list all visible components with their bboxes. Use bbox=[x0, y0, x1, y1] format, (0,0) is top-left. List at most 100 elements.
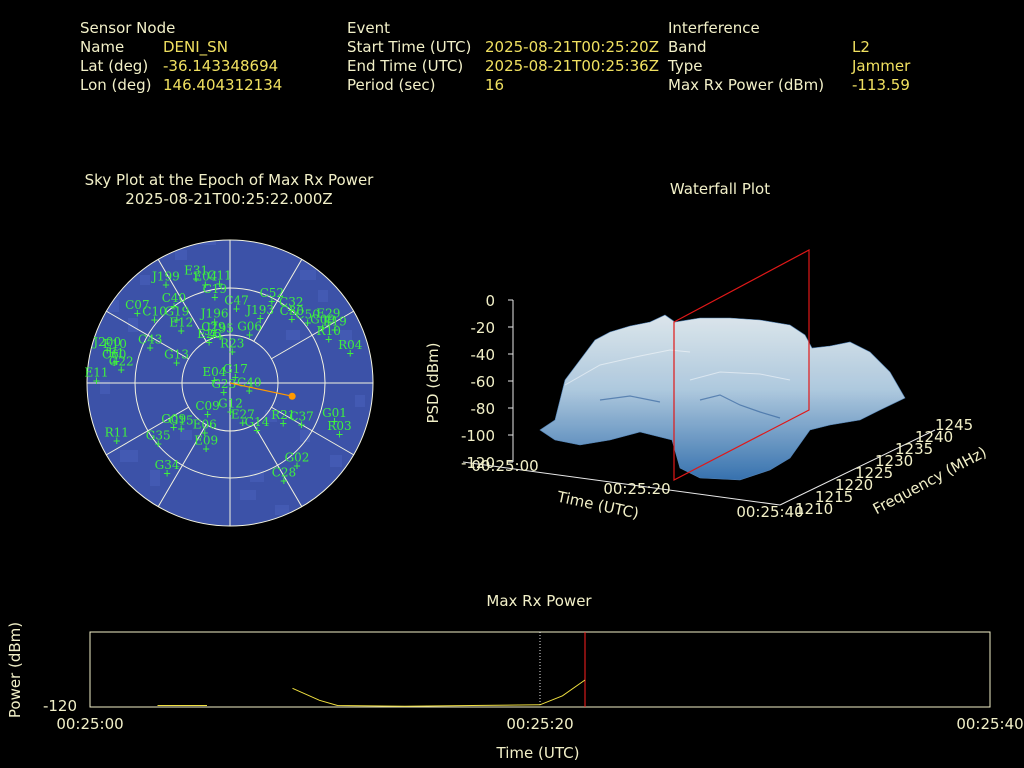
sensor-title: Sensor Node bbox=[80, 19, 176, 37]
satellite-j193: +J193 bbox=[244, 303, 274, 325]
satellite-marker: + bbox=[304, 315, 311, 329]
satellite-c50: +C50 bbox=[295, 307, 319, 329]
satellite-marker: + bbox=[280, 416, 287, 430]
satellite-label: G14 bbox=[245, 415, 270, 429]
waterfall-z-tick: -60 bbox=[471, 373, 496, 391]
satellite-label: G34 bbox=[155, 458, 180, 472]
satellite-c47: +C47 bbox=[224, 294, 248, 316]
waterfall-time-tick: 00:25:00 bbox=[471, 457, 538, 475]
satellite-c07: +C07 bbox=[125, 298, 149, 320]
interference-type-value: Jammer bbox=[852, 57, 911, 75]
satellite-c30: +C30 bbox=[280, 304, 304, 326]
power-trace-segment bbox=[292, 679, 586, 707]
satellite-label: G19 bbox=[164, 305, 189, 319]
satellite-marker: + bbox=[178, 422, 185, 436]
satellite-c40: +C40 bbox=[162, 291, 186, 313]
satellite-marker: + bbox=[229, 344, 236, 358]
satellite-marker: + bbox=[205, 335, 212, 349]
satellite-marker: + bbox=[298, 417, 305, 431]
satellite-g09: +G09 bbox=[161, 412, 186, 434]
satellite-marker: + bbox=[293, 459, 300, 473]
satellite-marker: + bbox=[113, 354, 120, 368]
satellite-c60: +C60 bbox=[102, 348, 126, 370]
waterfall-z-tick: 0 bbox=[485, 292, 495, 310]
satellite-c32: +C32 bbox=[279, 295, 303, 317]
satellite-label: R23 bbox=[220, 336, 244, 350]
sky-plot-epoch: 2025-08-21T00:25:22.000Z bbox=[125, 190, 333, 208]
waterfall-z-label: PSD (dBm) bbox=[424, 342, 442, 423]
satellite-marker: + bbox=[233, 302, 240, 316]
satellite-marker: + bbox=[113, 434, 120, 448]
satellite-e31: +E31 bbox=[184, 264, 208, 286]
satellite-label: G13 bbox=[164, 348, 189, 362]
satellite-marker: + bbox=[280, 473, 287, 487]
event-title: Event bbox=[347, 19, 390, 37]
waterfall-freq-tick: 1225 bbox=[855, 464, 893, 482]
satellite-marker: + bbox=[268, 294, 275, 308]
satellite-e04: +E04 bbox=[193, 269, 217, 291]
satellite-marker: + bbox=[210, 328, 217, 342]
jammer-marker bbox=[288, 392, 296, 400]
satellite-marker: + bbox=[239, 415, 246, 429]
satellite-r21: +R21 bbox=[271, 408, 295, 430]
waterfall-freq-tick: 1240 bbox=[915, 428, 953, 446]
interference-type-label: Type bbox=[668, 57, 703, 75]
satellite-marker: + bbox=[216, 329, 223, 343]
event-end-value: 2025-08-21T00:25:36Z bbox=[485, 57, 659, 75]
satellite-label: E12 bbox=[169, 316, 193, 330]
satellite-c43: +C43 bbox=[138, 332, 162, 354]
satellite-marker: + bbox=[211, 290, 218, 304]
waterfall-freq-tick: 1245 bbox=[935, 416, 973, 434]
power-x-tick: 00:25:00 bbox=[56, 715, 123, 733]
satellite-marker: + bbox=[331, 323, 338, 337]
satellite-label: C60 bbox=[102, 348, 126, 362]
sensor-lat-label: Lat (deg) bbox=[80, 57, 149, 75]
power-y-tick: -120 bbox=[43, 697, 77, 715]
satellite-marker: + bbox=[155, 436, 162, 450]
satellite-label: R03 bbox=[327, 419, 351, 433]
satellite-label: C47 bbox=[224, 294, 248, 308]
satellite-e09: +E09 bbox=[194, 434, 218, 456]
satellite-marker: + bbox=[204, 407, 211, 421]
satellite-marker: + bbox=[246, 327, 253, 341]
satellite-label: E10 bbox=[103, 337, 127, 351]
satellite-label: C28 bbox=[272, 465, 296, 479]
satellite-marker: + bbox=[162, 277, 169, 291]
event-start-label: Start Time (UTC) bbox=[347, 38, 472, 56]
waterfall-freq-tick: 1215 bbox=[815, 488, 853, 506]
satellite-e1: +E1 bbox=[108, 346, 124, 368]
satellite-g35: +G35 bbox=[146, 428, 171, 450]
satellite-g22: +G22 bbox=[109, 355, 134, 377]
satellite-label: J193 bbox=[244, 303, 274, 317]
satellite-marker: + bbox=[211, 373, 218, 387]
satellite-label: J199 bbox=[150, 269, 180, 283]
waterfall-z-tick: -100 bbox=[461, 427, 495, 445]
satellite-g12: +G12 bbox=[218, 397, 243, 419]
interference-power-label: Max Rx Power (dBm) bbox=[668, 76, 825, 94]
satellite-marker: + bbox=[216, 276, 223, 290]
satellite-label: E31 bbox=[184, 264, 208, 278]
event-start-value: 2025-08-21T00:25:20Z bbox=[485, 38, 659, 56]
satellite-label: G01 bbox=[322, 406, 347, 420]
sensor-lon-label: Lon (deg) bbox=[80, 76, 152, 94]
sky-grid bbox=[86, 239, 374, 527]
satellite-marker: + bbox=[319, 320, 326, 334]
satellite-label: E11 bbox=[85, 366, 109, 380]
power-x-tick: 00:25:40 bbox=[956, 715, 1023, 733]
satellite-marker: + bbox=[336, 427, 343, 441]
satellite-label: G23 bbox=[211, 377, 236, 391]
waterfall-cursor-plane bbox=[673, 249, 810, 481]
satellite-label: G09 bbox=[161, 412, 186, 426]
satellite-marker: + bbox=[173, 356, 180, 370]
sensor-name-label: Name bbox=[80, 38, 125, 56]
satellite-j199: +J199 bbox=[150, 269, 180, 291]
satellite-marker: + bbox=[173, 313, 180, 327]
satellite-marker: + bbox=[111, 345, 118, 359]
waterfall-title: Waterfall Plot bbox=[669, 180, 771, 198]
satellite-label: C32 bbox=[279, 295, 303, 309]
satellite-label: C07 bbox=[125, 298, 149, 312]
satellite-label: G06 bbox=[237, 319, 262, 333]
